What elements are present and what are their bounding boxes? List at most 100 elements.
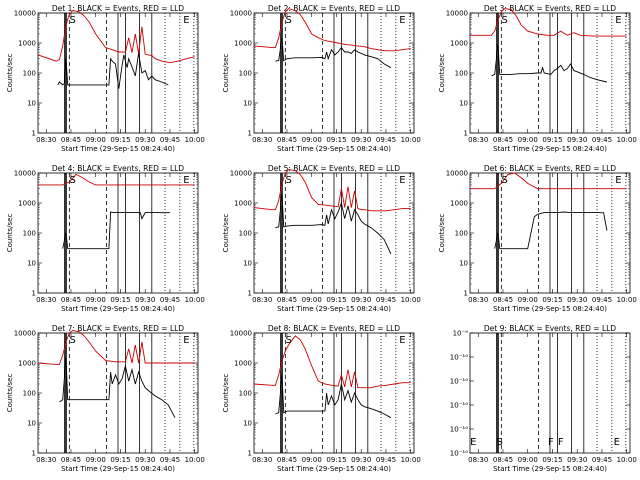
y-axis-label: Counts/sec <box>222 374 230 413</box>
series-line-red-lld <box>470 172 627 190</box>
flag-label: F <box>558 437 564 448</box>
x-tick-label: 09:15 <box>110 456 130 464</box>
y-tick-label: 1 <box>32 290 36 298</box>
chart-panel-3: Det 3: BLACK = Events, RED = LLD 1 10 100 10… <box>438 4 637 153</box>
x-axis-label: Start Time (29-Sep-15 08:24:40) <box>493 465 607 473</box>
flag-label: S <box>497 437 503 448</box>
x-tick-label: 09:15 <box>110 136 130 144</box>
x-tick-label: 08:45 <box>277 456 297 464</box>
y-tick-label: 100 <box>239 230 252 238</box>
x-tick-label: 09:15 <box>542 296 562 304</box>
x-tick-label: 09:00 <box>86 136 106 144</box>
flag-label: E <box>183 15 189 26</box>
chart-title: Det 7: BLACK = Events, RED = LLD <box>52 324 184 333</box>
chart-title: Det 9: BLACK = Events, RED = LLD <box>484 324 616 333</box>
series-line-black-events <box>275 193 392 255</box>
y-tick-label: 10 <box>243 100 252 108</box>
flag-label: E <box>615 175 621 186</box>
x-tick-label: 09:00 <box>302 456 322 464</box>
x-tick-label: 08:45 <box>61 296 81 304</box>
flag-label: E <box>183 335 189 346</box>
y-tick-label: 10000 <box>14 330 36 338</box>
y-tick-label: 10 <box>459 100 468 108</box>
x-tick-label: 09:30 <box>135 296 155 304</box>
y-tick-label: 100 <box>239 390 252 398</box>
series-line-red-lld <box>470 8 627 37</box>
x-tick-label: 09:30 <box>351 456 371 464</box>
x-tick-label: 08:30 <box>36 456 56 464</box>
series-line-red-lld <box>37 10 195 64</box>
x-tick-label: 08:30 <box>468 296 488 304</box>
x-tick-label: 08:45 <box>277 136 297 144</box>
flag-label: S <box>501 15 507 26</box>
x-tick-label: 08:45 <box>493 136 513 144</box>
series-line-red-lld <box>253 169 411 212</box>
x-tick-label: 09:00 <box>86 456 106 464</box>
y-tick-label: 10 <box>27 420 36 428</box>
chart-title: Det 2: BLACK = Events, RED = LLD <box>268 4 400 13</box>
x-tick-label: 10:00 <box>401 456 421 464</box>
x-tick-label: 09:45 <box>592 296 612 304</box>
flag-label: S <box>69 335 75 346</box>
y-tick-label: 10⁻¹⁰ <box>450 426 468 434</box>
x-axis-label: Start Time (29-Sep-15 08:24:40) <box>277 145 391 153</box>
chart-title: Det 3: BLACK = Events, RED = LLD <box>484 4 616 13</box>
x-tick-label: 09:30 <box>567 296 587 304</box>
series-line-black-events <box>275 374 392 419</box>
flag-label: E <box>470 437 476 448</box>
x-tick-label: 09:00 <box>518 296 538 304</box>
y-tick-label: 10 <box>459 260 468 268</box>
y-tick-label: 10000 <box>446 10 468 18</box>
flag-label: S <box>69 175 75 186</box>
y-tick-label: 10000 <box>446 170 468 178</box>
y-tick-label: 1 <box>248 450 252 458</box>
flag-label: S <box>501 175 507 186</box>
y-tick-label: 100 <box>455 230 468 238</box>
y-tick-label: 1 <box>248 290 252 298</box>
y-tick-label: 1 <box>464 130 468 138</box>
series-line-red-lld <box>38 173 195 186</box>
x-tick-label: 08:30 <box>36 136 56 144</box>
chart-panel-1: Det 1: BLACK = Events, RED = LLD 1 10 100 10… <box>6 4 205 153</box>
y-tick-label: 100 <box>23 230 36 238</box>
x-tick-label: 09:30 <box>135 136 155 144</box>
x-tick-label: 10:00 <box>617 456 637 464</box>
chart-panel-2: Det 2: BLACK = Events, RED = LLD 1 10 100 10… <box>222 4 421 153</box>
flag-label: E <box>614 437 620 448</box>
x-tick-label: 10:00 <box>617 296 637 304</box>
x-tick-label: 08:30 <box>252 296 272 304</box>
y-tick-label: 1 <box>464 290 468 298</box>
x-tick-label: 08:30 <box>468 456 488 464</box>
x-axis-label: Start Time (29-Sep-15 08:24:40) <box>493 305 607 313</box>
x-tick-label: 09:15 <box>326 296 346 304</box>
y-tick-label: 10 <box>27 260 36 268</box>
x-tick-label: 08:45 <box>277 296 297 304</box>
x-tick-label: 09:15 <box>542 456 562 464</box>
y-tick-label: 10000 <box>230 10 252 18</box>
x-axis-label: Start Time (29-Sep-15 08:24:40) <box>493 145 607 153</box>
y-tick-label: 100 <box>23 390 36 398</box>
x-tick-label: 10:00 <box>185 456 205 464</box>
flag-label: E <box>615 15 621 26</box>
x-tick-label: 09:45 <box>376 296 396 304</box>
chart-title: Det 5: BLACK = Events, RED = LLD <box>268 164 400 173</box>
x-tick-label: 09:15 <box>326 136 346 144</box>
chart-panel-4: Det 4: BLACK = Events, RED = LLD 1 10 100 10… <box>6 164 205 313</box>
x-tick-label: 09:00 <box>518 136 538 144</box>
x-tick-label: 09:15 <box>542 136 562 144</box>
y-axis-label: Counts/sec <box>438 214 446 253</box>
y-tick-label: 1000 <box>18 360 36 368</box>
x-tick-label: 08:30 <box>252 456 272 464</box>
flag-label: S <box>285 15 291 26</box>
x-tick-label: 09:45 <box>160 136 180 144</box>
flag-label: E <box>183 175 189 186</box>
y-tick-label: 10⁻¹⁰ <box>450 402 468 410</box>
flag-label: F <box>548 437 554 448</box>
y-tick-label: 100 <box>23 70 36 78</box>
y-tick-label: 10000 <box>230 330 252 338</box>
y-axis-label: Counts/sec <box>6 54 14 93</box>
series-line-black-events <box>62 211 171 250</box>
y-axis-label: Counts/sec <box>222 214 230 253</box>
y-tick-label: 10 <box>243 420 252 428</box>
series-line-black-events <box>494 211 608 250</box>
